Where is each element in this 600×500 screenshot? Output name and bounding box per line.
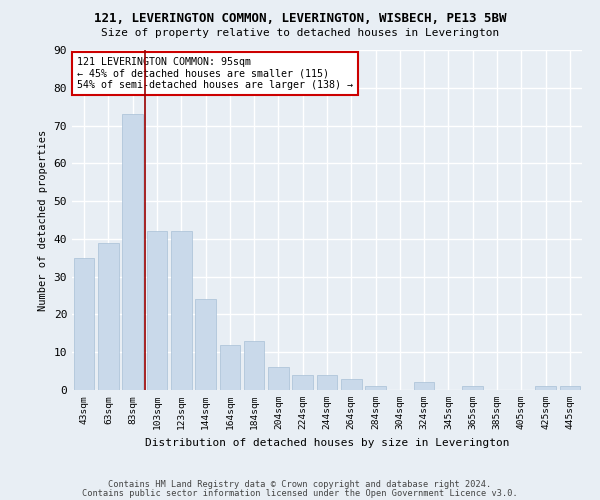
Bar: [195, 300, 216, 390]
Y-axis label: Number of detached properties: Number of detached properties: [38, 130, 48, 310]
Bar: [98, 242, 119, 390]
Bar: [414, 382, 434, 390]
Bar: [220, 344, 240, 390]
Text: Contains public sector information licensed under the Open Government Licence v3: Contains public sector information licen…: [82, 489, 518, 498]
Bar: [463, 386, 483, 390]
Bar: [146, 232, 167, 390]
Bar: [171, 232, 191, 390]
Bar: [560, 386, 580, 390]
Bar: [535, 386, 556, 390]
X-axis label: Distribution of detached houses by size in Leverington: Distribution of detached houses by size …: [145, 438, 509, 448]
Bar: [365, 386, 386, 390]
Bar: [244, 341, 265, 390]
Text: Contains HM Land Registry data © Crown copyright and database right 2024.: Contains HM Land Registry data © Crown c…: [109, 480, 491, 489]
Text: 121, LEVERINGTON COMMON, LEVERINGTON, WISBECH, PE13 5BW: 121, LEVERINGTON COMMON, LEVERINGTON, WI…: [94, 12, 506, 26]
Text: 121 LEVERINGTON COMMON: 95sqm
← 45% of detached houses are smaller (115)
54% of : 121 LEVERINGTON COMMON: 95sqm ← 45% of d…: [77, 57, 353, 90]
Bar: [292, 375, 313, 390]
Bar: [74, 258, 94, 390]
Bar: [122, 114, 143, 390]
Bar: [268, 368, 289, 390]
Text: Size of property relative to detached houses in Leverington: Size of property relative to detached ho…: [101, 28, 499, 38]
Bar: [341, 378, 362, 390]
Bar: [317, 375, 337, 390]
